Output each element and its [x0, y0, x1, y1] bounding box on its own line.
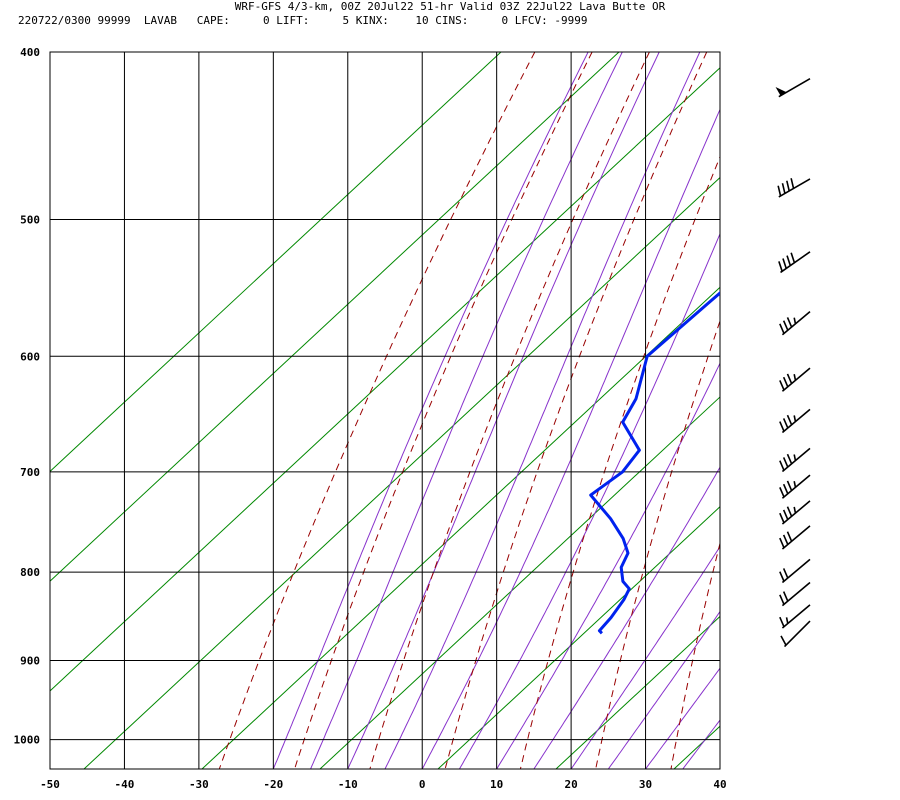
dry-adiabat-line — [595, 319, 720, 769]
isobar-gridlines — [50, 51, 720, 741]
dry-adiabat-line — [670, 541, 720, 769]
y-tick-label: 600 — [20, 350, 40, 363]
dewpoint-profile-line — [589, 291, 720, 635]
sounding-indices: 220722/0300 99999 LAVAB CAPE: 0 LIFT: 5 … — [18, 14, 588, 27]
wind-barb — [775, 78, 811, 98]
moist-adiabat-line — [607, 610, 720, 769]
wind-barb — [779, 525, 811, 550]
isotherm-gridlines — [123, 52, 720, 769]
wind-barb — [779, 310, 811, 336]
mixing-ratio-line — [437, 506, 720, 769]
dry-adiabat-line — [444, 52, 708, 769]
moist-adiabat-line — [682, 719, 720, 769]
moist-adiabat-line — [458, 232, 720, 769]
x-tick-label: -50 — [40, 778, 60, 791]
mixing-ratio-line — [50, 67, 720, 692]
x-tick-label: -40 — [115, 778, 135, 791]
moist-adiabat-line — [421, 108, 720, 769]
x-tick-label: -10 — [338, 778, 358, 791]
mixing-ratio-line — [50, 52, 620, 582]
x-tick-label: 20 — [564, 778, 577, 791]
dry-adiabat-line — [746, 52, 900, 769]
x-tick-label: 10 — [490, 778, 503, 791]
dry-adiabat-line — [294, 52, 593, 769]
dry-adiabats — [218, 52, 900, 769]
plot-frame — [49, 51, 721, 770]
wind-barb — [779, 500, 811, 525]
temperature-profile-line — [721, 89, 900, 634]
moist-adiabat-line — [496, 362, 720, 769]
x-tick-label: 0 — [419, 778, 426, 791]
mixing-ratio-line — [555, 615, 720, 769]
wind-barb — [779, 367, 811, 392]
dry-adiabat-line — [369, 52, 650, 769]
moist-adiabat-line — [272, 52, 589, 769]
y-axis-ticks: 400 500 600 700 800 900 1000 — [14, 46, 41, 747]
y-tick-label: 800 — [20, 566, 40, 579]
mixing-ratio-line — [319, 396, 720, 769]
wind-barb — [778, 251, 811, 274]
wind-barbs — [775, 78, 811, 648]
wind-barb — [779, 604, 811, 629]
wind-barb — [779, 474, 811, 499]
moist-adiabat-line — [310, 52, 623, 769]
wind-barb — [777, 178, 811, 198]
x-axis-ticks: -50 -40 -30 -20 -10 0 10 20 30 40 — [40, 778, 727, 791]
wind-barb — [780, 620, 811, 648]
x-tick-label: 30 — [639, 778, 652, 791]
mixing-ratio-line — [792, 25, 900, 769]
x-tick-label: -30 — [189, 778, 209, 791]
y-tick-label: 400 — [20, 46, 40, 59]
mixing-ratio-line — [201, 286, 720, 769]
dry-adiabat-line — [519, 155, 720, 769]
moist-adiabat-line — [384, 52, 701, 769]
dry-adiabat-line — [822, 52, 900, 769]
y-tick-label: 500 — [20, 213, 40, 226]
y-tick-label: 900 — [20, 655, 40, 668]
moist-adiabats — [272, 52, 720, 769]
moist-adiabat-line — [570, 545, 720, 769]
profile-series — [589, 89, 900, 635]
moist-adiabat-line — [533, 466, 720, 769]
mixing-ratio-line — [50, 52, 502, 473]
wind-barb — [779, 558, 811, 584]
wind-barb — [779, 447, 811, 473]
wind-barb — [779, 408, 811, 434]
x-tick-label: -20 — [263, 778, 283, 791]
y-tick-label: 1000 — [14, 734, 41, 747]
dry-adiabat-line — [218, 52, 536, 769]
moist-adiabat-line — [645, 667, 720, 769]
mixing-ratio-lines — [50, 25, 900, 769]
wind-barb — [779, 581, 811, 607]
x-tick-label: 40 — [713, 778, 726, 791]
moist-adiabat-line — [719, 768, 720, 769]
sounding-title: WRF-GFS 4/3-km, 00Z 20Jul22 51-hr Valid … — [234, 0, 666, 13]
mixing-ratio-line — [83, 176, 720, 769]
moist-adiabat-line — [347, 52, 660, 769]
y-tick-label: 700 — [20, 466, 40, 479]
